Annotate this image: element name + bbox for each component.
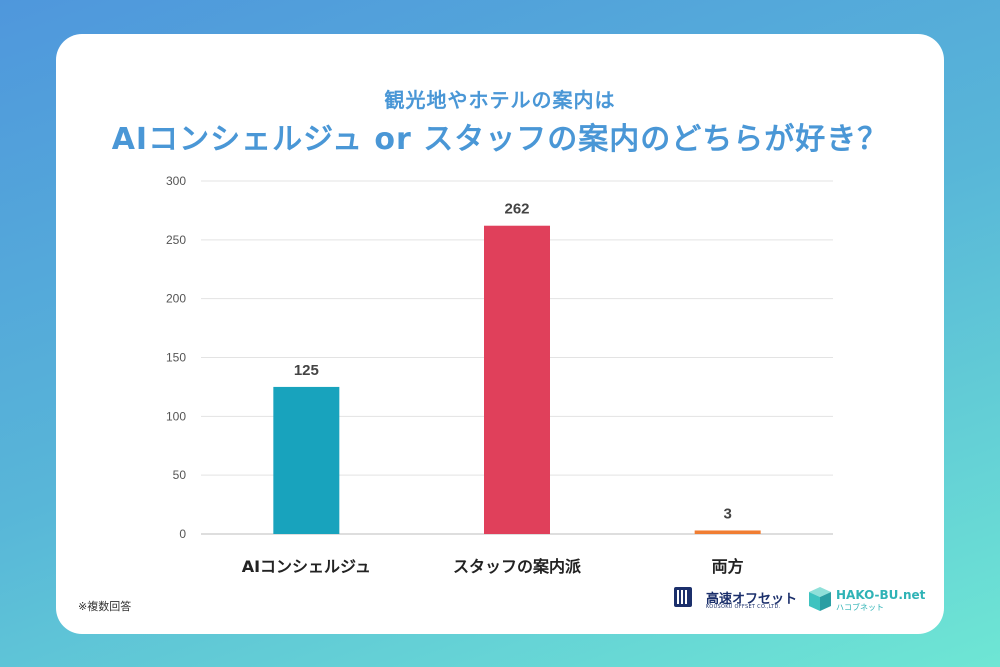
y-tick-label: 150 [166, 351, 186, 365]
kosoku-logo-subtext: KOUSOKU OFFSET CO.,LTD. [706, 604, 781, 610]
x-category-label: AIコンシェルジュ [242, 557, 371, 576]
footnote: ※複数回答 [78, 600, 132, 613]
bar [273, 386, 340, 534]
hako-bu-logo: HAKO-BU.net ハコブネット [808, 584, 928, 618]
chart-card: 観光地やホテルの案内は AIコンシェルジュ or スタッフの案内のどちらが好き？… [56, 34, 944, 634]
chart-subtitle: 観光地やホテルの案内は [384, 88, 616, 112]
kosoku-offset-logo: 高速オフセット KOUSOKU OFFSET CO.,LTD. [674, 584, 798, 614]
bar [694, 530, 761, 534]
hako-logo-subtext: ハコブネット [836, 603, 884, 612]
kosoku-logo-icon [674, 587, 692, 607]
y-tick-label: 250 [166, 233, 186, 247]
kosoku-logo-name: 高速オフセット [706, 592, 798, 607]
y-tick-label: 0 [179, 527, 186, 541]
y-tick-label: 300 [166, 174, 186, 188]
y-tick-label: 100 [166, 409, 186, 423]
hako-logo-name: HAKO-BU.net [836, 588, 926, 602]
data-label: 3 [723, 505, 731, 522]
chart-title: AIコンシェルジュ or スタッフの案内のどちらが好き？ [111, 122, 889, 157]
bar-chart: 0 50 100 150 200 250 300 125 AIコンシェルジュ 262 スタッフの案内… [166, 174, 833, 576]
x-category-label: 両方 [712, 557, 744, 576]
y-tick-label: 200 [166, 292, 186, 306]
x-category-label: スタッフの案内派 [453, 557, 582, 576]
hako-box-icon [809, 587, 831, 611]
data-label: 125 [294, 362, 319, 379]
y-tick-label: 50 [173, 468, 187, 482]
bar [484, 225, 550, 535]
data-label: 262 [504, 201, 529, 218]
